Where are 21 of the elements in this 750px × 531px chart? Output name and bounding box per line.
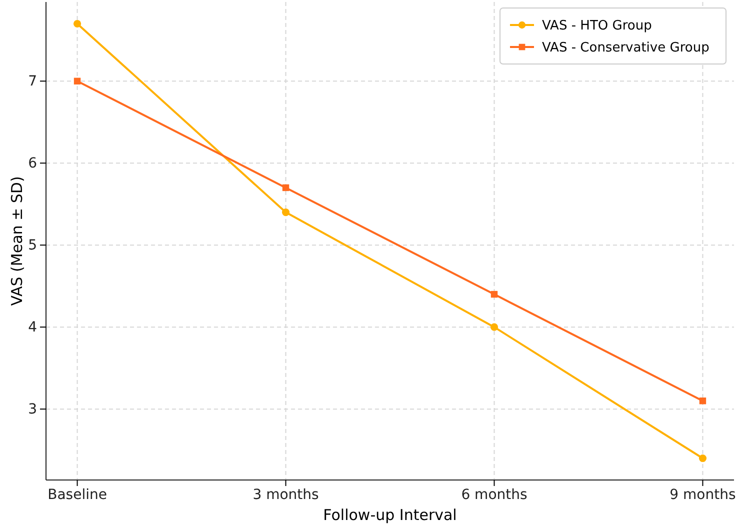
y-tick-label: 5	[28, 238, 37, 254]
x-tick-label: Baseline	[48, 486, 107, 503]
legend-label: VAS - Conservative Group	[542, 40, 710, 56]
legend-label: VAS - HTO Group	[542, 18, 652, 34]
x-tick-label: 3 months	[252, 486, 319, 503]
x-tick-label: 6 months	[461, 486, 528, 503]
point	[699, 398, 706, 404]
point	[698, 454, 707, 462]
point	[490, 323, 498, 331]
y-tick-label: 4	[28, 320, 38, 336]
x-tick-label: 9 months	[670, 486, 736, 503]
y-tick-label: 6	[28, 156, 38, 172]
point	[282, 208, 290, 216]
point	[282, 184, 290, 192]
x-axis-title: Follow-up Interval	[323, 506, 457, 524]
y-tick-label: 3	[28, 402, 37, 418]
point	[73, 20, 82, 28]
point	[490, 290, 498, 298]
y-axis-title: VAS (Mean ± SD)	[8, 176, 26, 306]
y-tick-label: 7	[28, 74, 37, 90]
point	[74, 78, 81, 84]
